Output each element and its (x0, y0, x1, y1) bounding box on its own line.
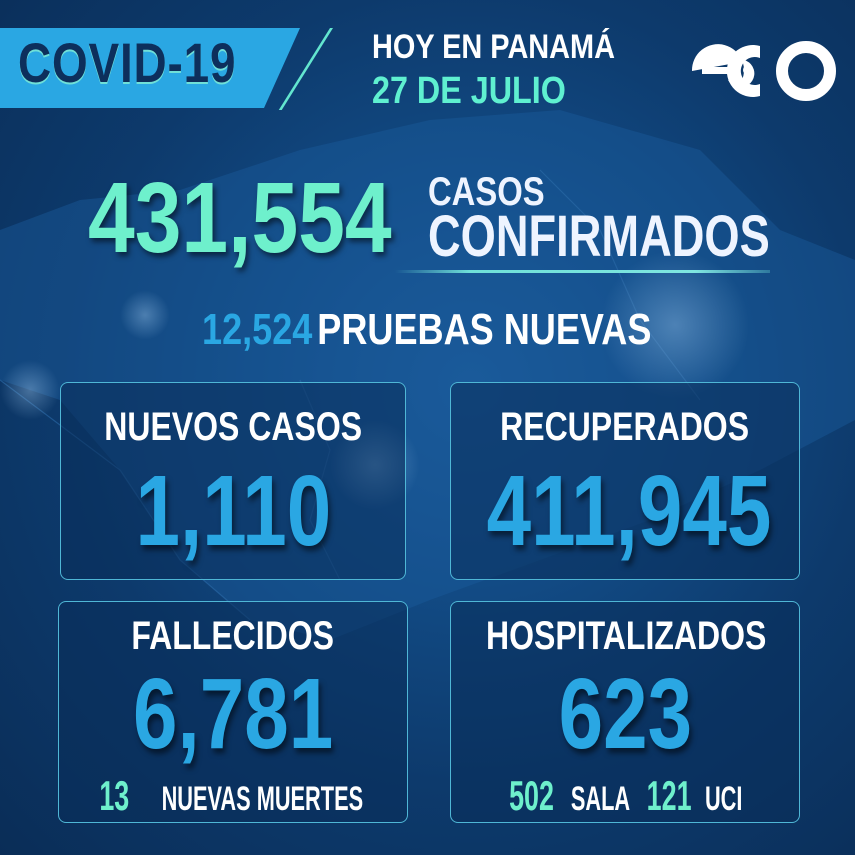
confirmed-label-bottom: CONFIRMADOS (428, 204, 770, 269)
card-label: HOSPITALIZADOS (486, 614, 767, 658)
glow-decoration (0, 360, 60, 420)
card-value: 411,945 (486, 455, 772, 567)
confirmed-label-top: CASOS (428, 170, 545, 214)
new-tests: 12,524 PRUEBAS NUEVAS (202, 308, 651, 352)
glow-decoration (600, 250, 750, 400)
confirmed-underline (395, 270, 770, 273)
card-recovered: RECUPERADOS 411,945 (450, 382, 800, 580)
title-banner (0, 28, 300, 108)
card-value: 1,110 (135, 455, 331, 567)
card-hospitalized: HOSPITALIZADOS 623 502 SALA 121 UCI (450, 601, 800, 823)
new-tests-label: PRUEBAS NUEVAS (317, 305, 652, 354)
new-tests-value: 12,524 (202, 305, 313, 354)
card-value: 6,781 (132, 658, 334, 770)
banner-title: COVID-19 (18, 31, 237, 94)
new-deaths-label: NUEVAS MUERTES (161, 780, 364, 818)
icu-label: UCI (704, 780, 743, 818)
card-label: NUEVOS CASOS (104, 405, 362, 449)
header-date: 27 DE JULIO (372, 70, 566, 112)
ward-value: 502 (508, 772, 554, 819)
icu-value: 121 (645, 772, 691, 819)
card-label: FALLECIDOS (131, 614, 335, 658)
eco-logo-icon (691, 41, 836, 101)
card-label: RECUPERADOS (500, 405, 750, 449)
confirmed-total: 431,554 (88, 162, 392, 274)
card-new-cases: NUEVOS CASOS 1,110 (60, 382, 406, 580)
header-subtitle: HOY EN PANAMÁ (372, 28, 616, 66)
card-value: 623 (558, 658, 692, 770)
ward-label: SALA (570, 780, 630, 818)
glow-decoration (120, 290, 170, 340)
card-deaths: FALLECIDOS 6,781 13 NUEVAS MUERTES (58, 601, 408, 823)
new-deaths-value: 13 (99, 772, 130, 819)
